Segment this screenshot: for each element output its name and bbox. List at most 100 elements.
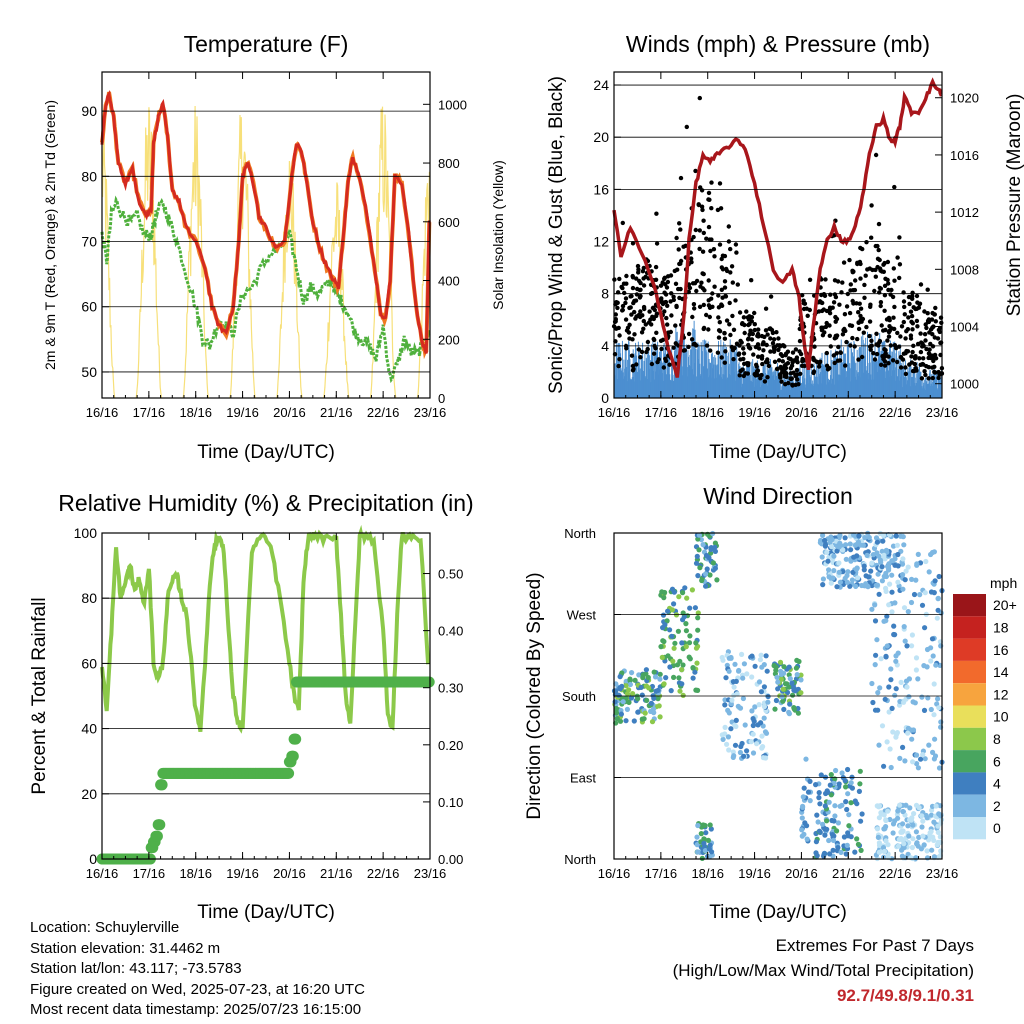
gust-point [924,346,929,352]
wind-direction-point [840,547,846,553]
x-tick-label: 20/16 [273,405,306,420]
wind-direction-point [824,818,830,824]
wind-direction-point [901,542,907,548]
wind-direction-point [843,799,849,805]
gust-point [752,310,757,316]
gust-point [634,362,639,367]
gust-point [632,309,637,315]
wind-direction-point [786,664,792,670]
gust-point [928,341,933,347]
winds-plot-area [611,77,945,398]
wind-direction-point [886,709,892,715]
wind-direction-point [798,677,804,683]
temperature-ylabel-right: Solar Insolation (Yellow) [490,160,506,310]
gust-point [641,318,646,324]
x-tick-label: 16/16 [86,866,119,881]
gust-point [856,326,862,332]
x-tick-label: 21/16 [320,866,353,881]
gust-point [922,309,927,314]
wind-direction-point [910,836,916,842]
gust-point [824,363,830,368]
legend-swatch [953,705,986,728]
gust-point [639,330,645,335]
wind-direction-point [694,834,700,840]
station-elevation: Station elevation: 31.4462 m [30,939,221,957]
gust-point [852,344,857,349]
y2-tick-label: 400 [438,274,460,289]
gust-point [738,368,743,374]
wind-direction-point [889,705,895,712]
wind-direction-point [708,826,714,832]
wind-direction-point [693,645,700,651]
legend-swatch [953,817,986,840]
temperature-xlabel: Time (Day/UTC) [197,442,335,463]
wind-direction-point [820,576,827,582]
humidity-title: Relative Humidity (%) & Precipitation (i… [58,490,473,516]
gust-point [738,357,743,362]
wind-direction-point [731,684,737,690]
wind-direction-point [793,665,800,671]
gust-point [856,310,861,315]
wind-direction-point [928,706,934,713]
gust-point [655,359,660,365]
gust-point [768,294,774,299]
wind-direction-point [914,561,920,567]
wind-direction-point [639,692,645,698]
precipitation-point [423,676,435,688]
wind-direction-point [922,590,928,596]
wind-direction-point [844,806,850,813]
gust-point [729,264,735,269]
wind-direction-point [703,583,709,589]
wind-direction-point [695,573,701,579]
wind-direction-point [787,676,793,682]
wind-direction-point [839,770,845,776]
gust-point [793,382,798,387]
gust-point [930,325,935,330]
wind-direction-point [765,693,771,700]
gust-point [630,241,636,246]
gust-point [915,341,921,347]
y-tick-label: North [564,852,596,867]
wind-direction-point [751,718,757,724]
gust-point [882,363,888,368]
legend-swatch [953,727,986,751]
gust-point [898,365,904,370]
gust-point [850,335,855,341]
gust-point [627,336,632,341]
wind-direction-point [657,671,663,677]
wind-direction-point [772,706,778,712]
wind-direction-point [629,670,635,676]
gust-point [653,264,659,270]
solar-insolation-line [416,171,431,399]
y2-tick-label: 1004 [950,320,979,335]
wind-direction-point [714,577,720,583]
gust-point [658,338,664,343]
gust-point [833,333,838,339]
gust-point [692,306,697,311]
wind-direction-point [673,612,680,618]
gust-point [886,329,892,335]
wind-direction-point [842,778,848,784]
gust-point [800,356,805,362]
gust-point [724,318,730,323]
gust-point [690,314,695,320]
wind-direction-point [929,847,935,853]
wind-direction-point [884,643,890,649]
legend-label: 20+ [993,597,1017,613]
y2-tick-label: 0 [438,391,445,406]
wind-direction-point [667,627,673,633]
gust-point [913,354,918,359]
wind-direction-point [614,716,620,722]
wind-direction-point [834,828,840,834]
gust-point [630,273,635,279]
wind-direction-point [704,566,710,572]
wind-direction-point [899,828,905,834]
gust-point [843,363,848,368]
wind-direction-point [780,686,786,692]
wind-direction-point [931,712,937,718]
gust-point [842,312,848,317]
wind-direction-point [669,633,675,639]
wind-direction-point [876,849,882,855]
gust-point [739,321,745,327]
gust-point [910,327,915,332]
